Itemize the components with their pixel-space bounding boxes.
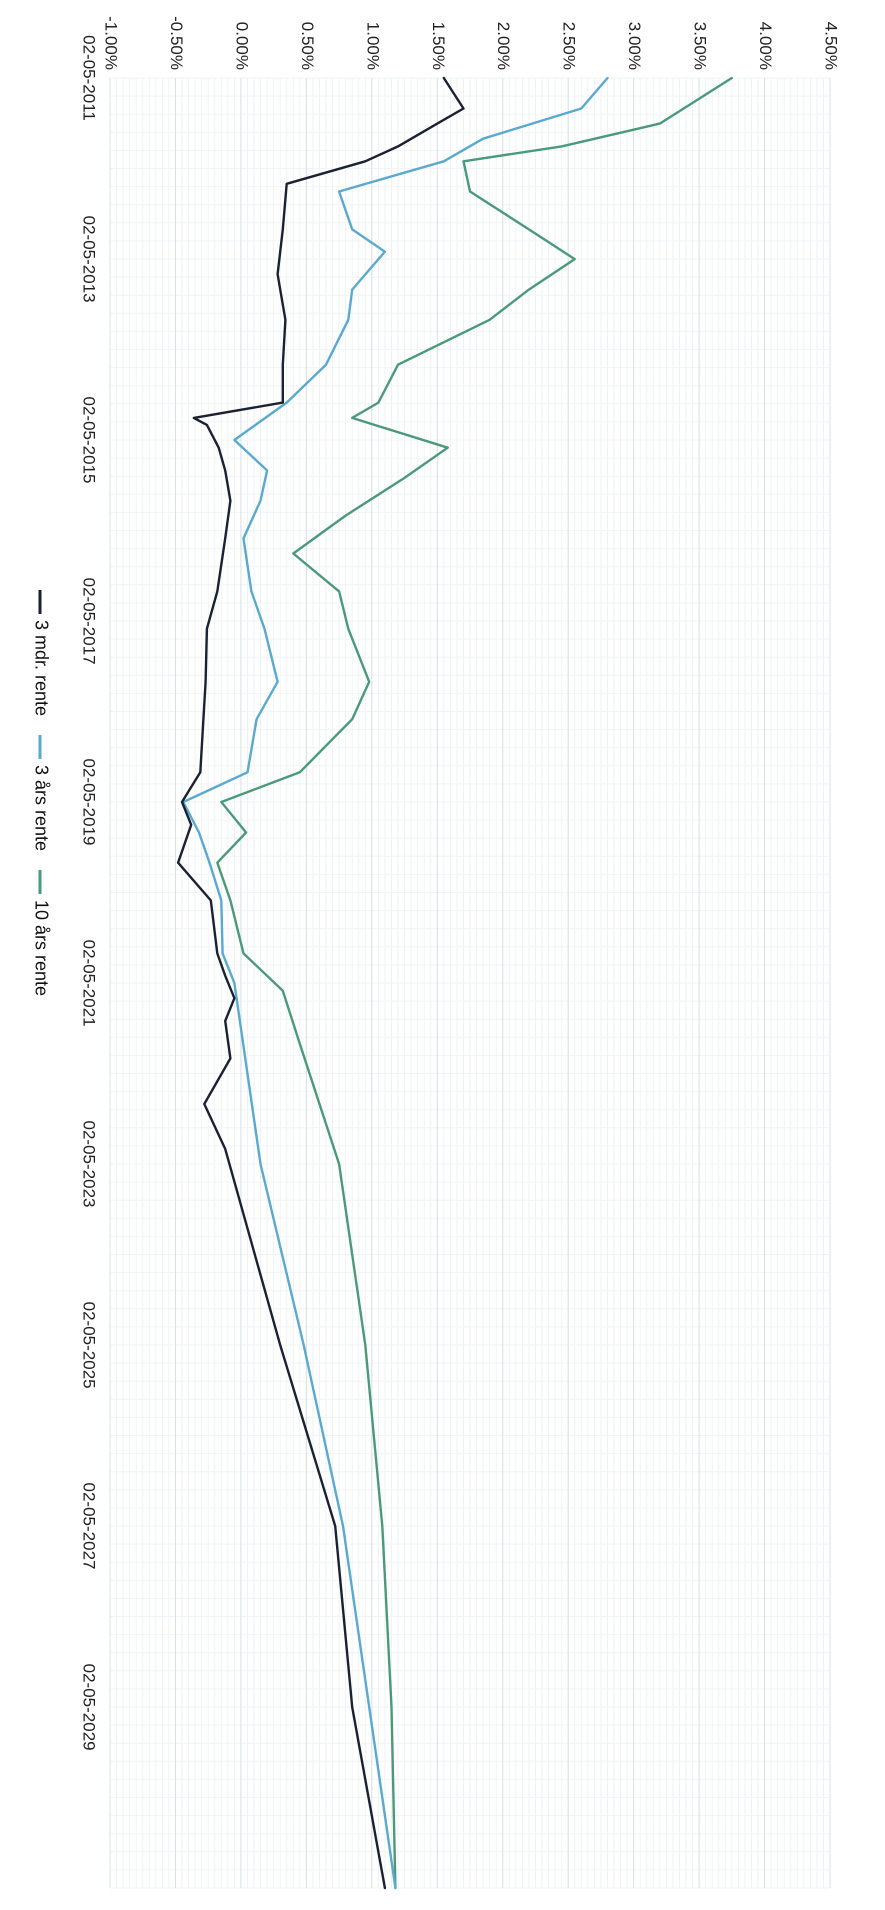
value-tick-label: 0.00% [232, 22, 251, 70]
date-tick-label: 02-05-2017 [80, 578, 99, 665]
value-tick-label: 2.00% [494, 22, 513, 70]
date-axis-ticks: 02-05-2011 02-05-2013 02-05-2015 02-05-2017… [80, 35, 99, 1750]
series-line [182, 76, 609, 1890]
date-tick-label: 02-05-2011 [80, 35, 99, 121]
date-tick-label: 02-05-2019 [80, 759, 99, 846]
major-grid [109, 78, 831, 1888]
legend: 3 mdr. rente 3 års rente 10 års rente [31, 590, 51, 996]
value-tick-label: 2.50% [560, 22, 579, 70]
date-tick-label: 02-05-2023 [80, 1121, 99, 1208]
date-tick-label: 02-05-2027 [80, 1483, 99, 1570]
date-tick-label: 02-05-2013 [80, 216, 99, 303]
value-tick-label: -1.00% [102, 16, 121, 70]
date-tick-label: 02-05-2021 [80, 940, 99, 1027]
value-tick-label: 1.00% [363, 22, 382, 70]
date-tick-label: 02-05-2015 [80, 397, 99, 484]
series-line [216, 76, 733, 1890]
legend-label: 3 mdr. rente [31, 620, 51, 716]
legend-label: 3 års rente [31, 765, 51, 851]
value-tick-label: 4.50% [822, 22, 841, 70]
value-tick-label: 0.50% [298, 22, 317, 70]
date-tick-label: 02-05-2025 [80, 1302, 99, 1389]
legend-label: 10 års rente [31, 900, 51, 996]
series-layer [176, 76, 733, 1890]
value-axis-ticks: -1.00% -0.50% 0.00% 0.50% 1.00% 1.50% 2.00% 2.5… [102, 16, 841, 70]
value-tick-label: 3.00% [625, 22, 644, 70]
value-tick-label: 4.00% [756, 22, 775, 70]
value-tick-label: -0.50% [167, 16, 186, 70]
value-tick-label: 3.50% [691, 22, 710, 70]
value-tick-label: 1.50% [429, 22, 448, 70]
date-tick-label: 02-05-2029 [80, 1664, 99, 1751]
minor-grid [109, 77, 831, 1889]
series-line [176, 76, 465, 1890]
